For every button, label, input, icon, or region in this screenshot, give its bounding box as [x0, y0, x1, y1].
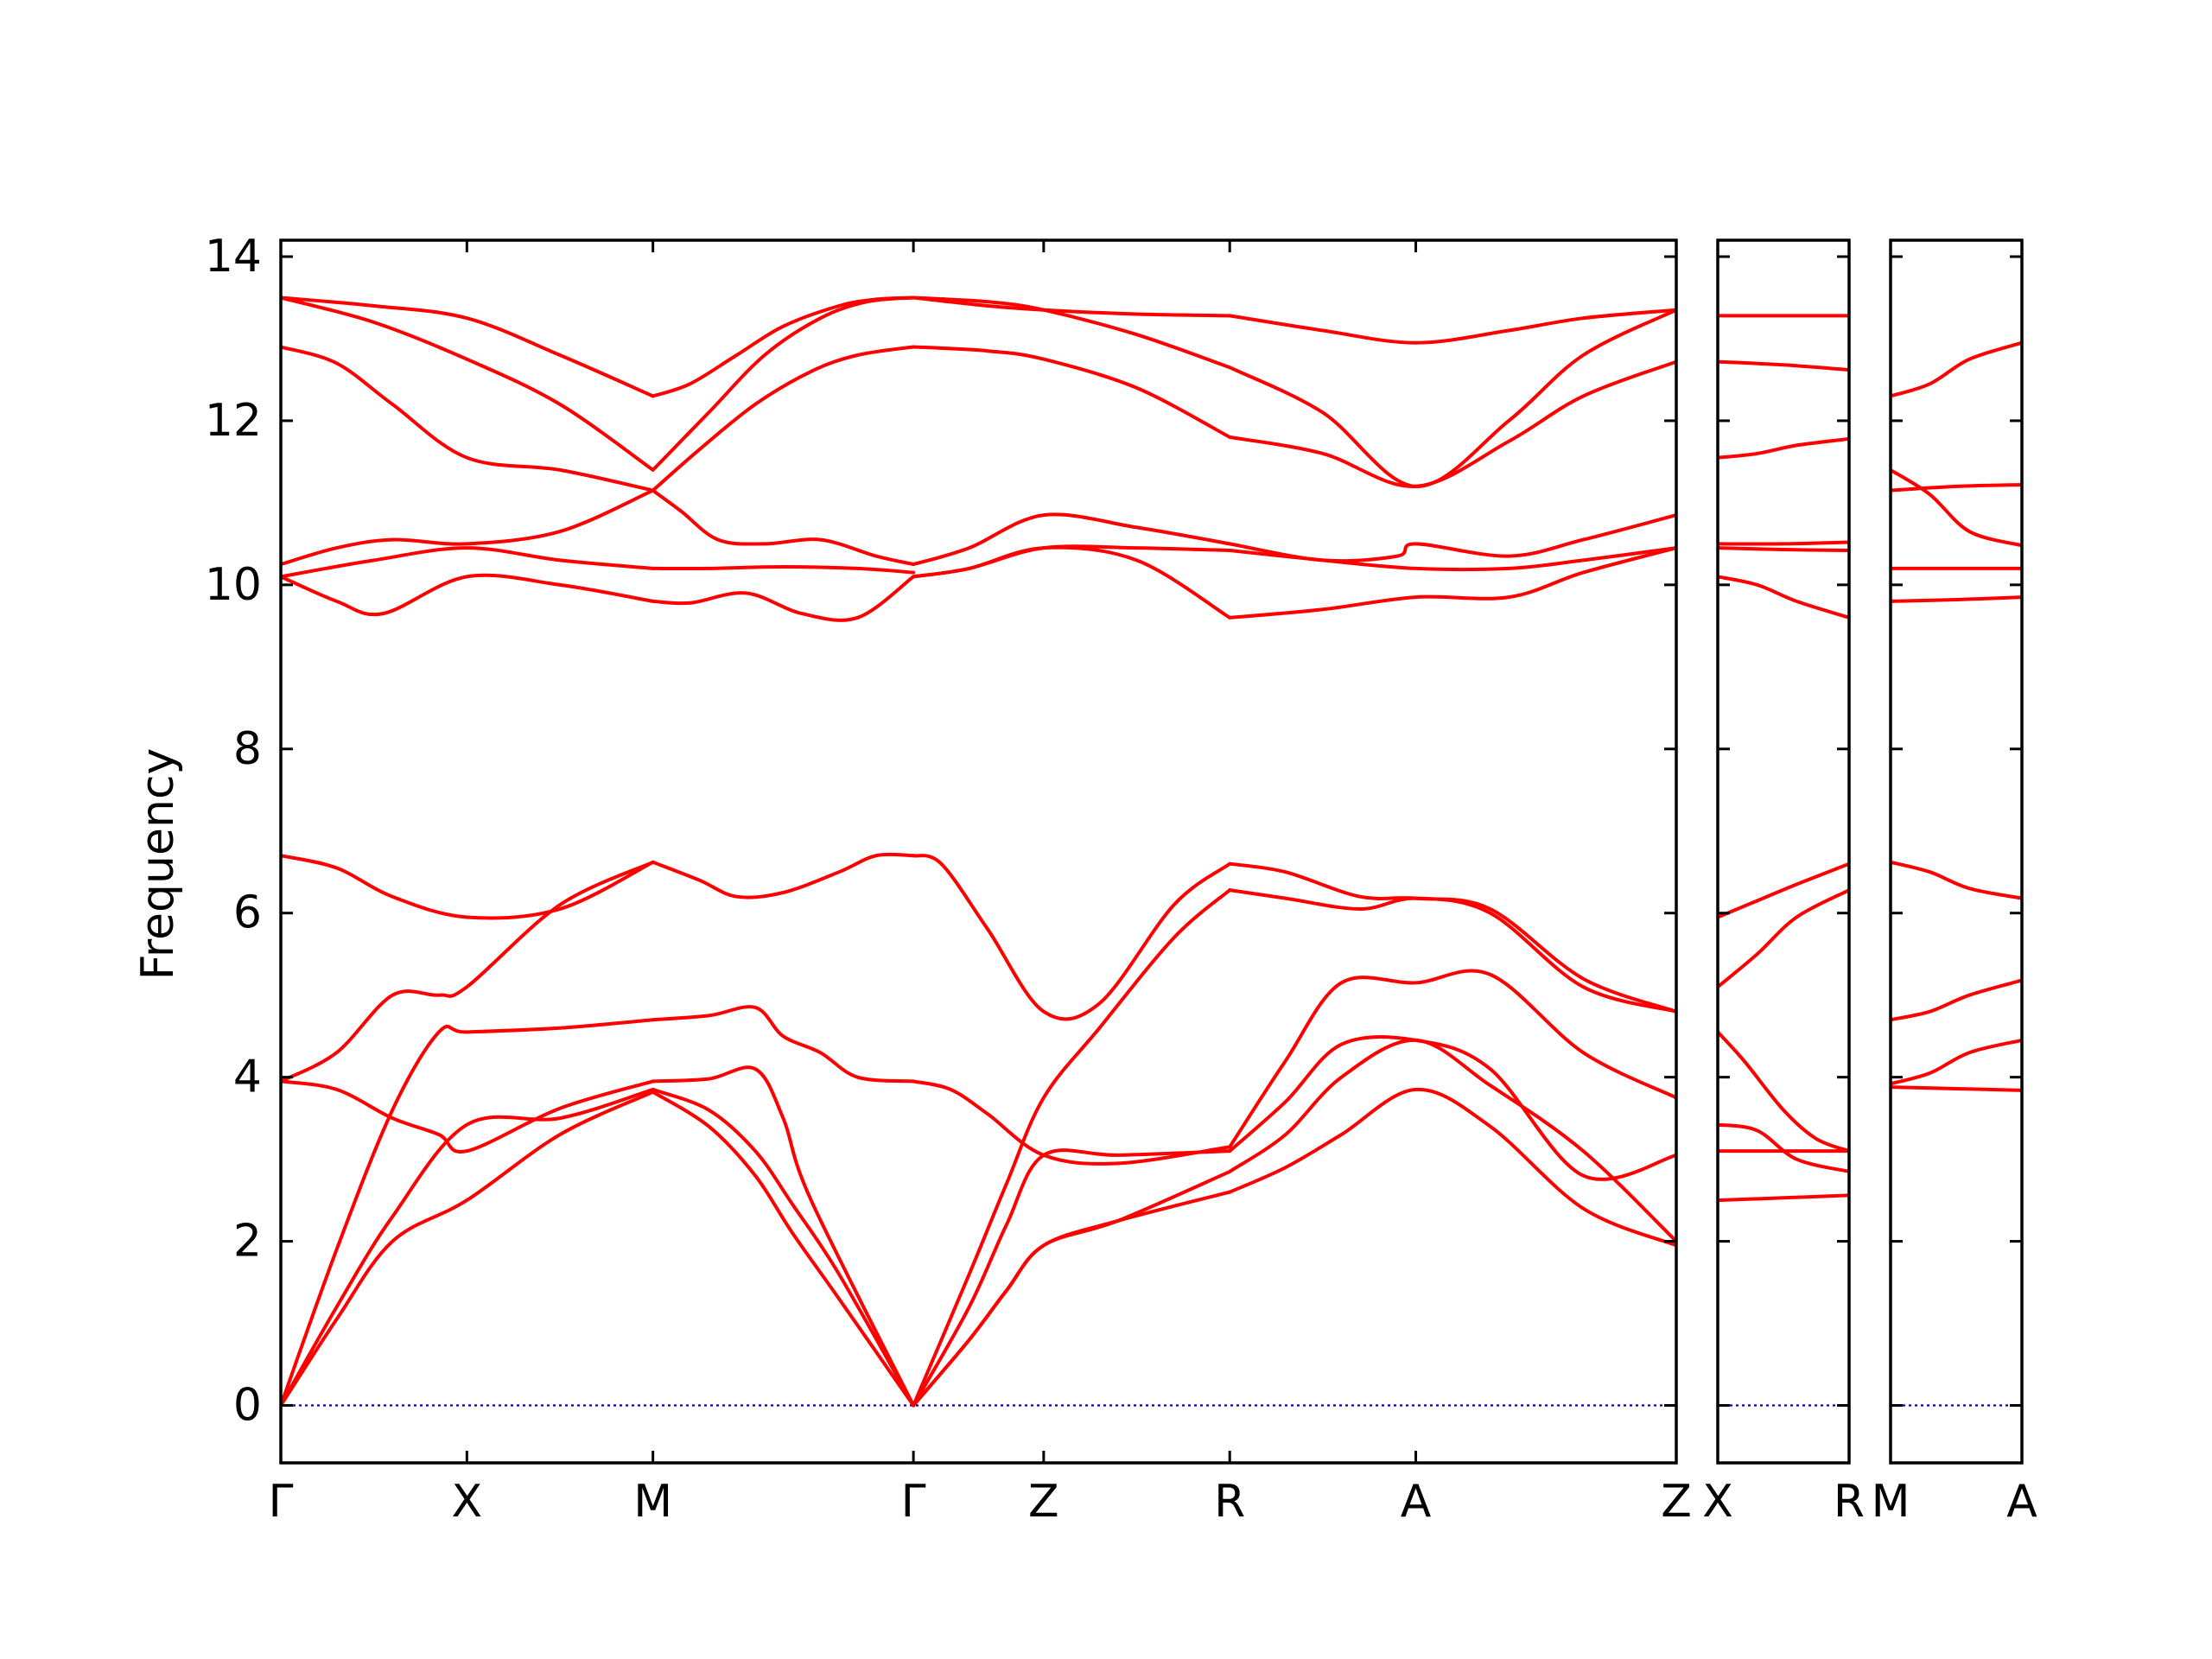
- x-tick-label: X: [1702, 1476, 1733, 1528]
- band-line: [1228, 308, 1676, 345]
- band-line: [912, 1148, 1232, 1408]
- band-line: [651, 1090, 916, 1408]
- band-line: [1718, 436, 1849, 460]
- x-tick-label: R: [1834, 1476, 1865, 1528]
- band-line: [1891, 978, 2022, 1022]
- band-line: [1718, 575, 1849, 620]
- x-tick-label: M: [1872, 1476, 1910, 1528]
- band-line: [281, 488, 655, 567]
- band-line: [1891, 1038, 2022, 1086]
- band-line: [1228, 969, 1676, 1149]
- band-line: [912, 854, 1232, 1021]
- band-line: [1228, 1038, 1676, 1243]
- band-line: [281, 854, 655, 920]
- band-line: [1718, 540, 1849, 546]
- band-line: [912, 1169, 1232, 1408]
- band-line: [281, 1018, 655, 1408]
- band-line: [651, 575, 916, 622]
- band-line: [1718, 888, 1849, 989]
- band-line: [651, 1065, 916, 1408]
- band-line: [912, 544, 1232, 579]
- band-line: [651, 1087, 916, 1408]
- band-line: [1891, 595, 2022, 603]
- band-line: [651, 565, 916, 575]
- band-line: [1228, 513, 1676, 563]
- band-line: [651, 345, 916, 493]
- band-line: [651, 488, 916, 567]
- panel-1: 0 2 4 6 8 10 12 14 Γ X M Γ Z R A Z: [205, 231, 1692, 1528]
- band-line: [281, 546, 655, 579]
- band-line: [281, 345, 655, 493]
- band-line: [1891, 340, 2022, 398]
- x-tick-label: Z: [1028, 1476, 1059, 1528]
- band-line: [1718, 546, 1849, 552]
- band-line: [1228, 861, 1676, 1014]
- band-line: [1718, 359, 1849, 372]
- x-tick-label: A: [1401, 1476, 1432, 1528]
- band-line: [281, 573, 655, 617]
- band-line: [1228, 308, 1676, 488]
- band-line: [1718, 1030, 1849, 1154]
- x-tick-label: R: [1214, 1476, 1245, 1528]
- bands: [281, 296, 1676, 1408]
- y-tick-label: 4: [233, 1052, 262, 1103]
- y-tick-label: 12: [205, 395, 262, 447]
- band-line: [1891, 483, 2022, 493]
- band-line: [1891, 1085, 2022, 1092]
- band-line: [1228, 359, 1676, 488]
- band-line: [1228, 1087, 1676, 1248]
- bands: [1891, 340, 2022, 1092]
- x-tick-label: Γ: [901, 1476, 926, 1528]
- x-tick-label: X: [452, 1476, 483, 1528]
- y-axis-label: Frequency: [132, 748, 184, 981]
- band-line: [912, 545, 1232, 620]
- y-tick-label: 6: [233, 887, 262, 939]
- y-tick-label: 10: [205, 559, 262, 611]
- band-line: [281, 1079, 655, 1154]
- band-line: [1718, 861, 1849, 919]
- bands: [1718, 314, 1849, 1203]
- band-line: [912, 296, 1232, 370]
- band-line: [281, 1087, 655, 1408]
- band-line: [281, 860, 655, 1084]
- y-tick-label: 14: [205, 231, 262, 283]
- band-line: [1718, 1193, 1849, 1203]
- band-line: [281, 296, 655, 472]
- x-tick-label: Z: [1661, 1476, 1692, 1528]
- y-tick-label: 2: [233, 1216, 262, 1268]
- band-line: [651, 1005, 916, 1084]
- panel-frame: [1716, 238, 1851, 1465]
- band-line: [651, 852, 916, 899]
- band-line: [1891, 467, 2022, 548]
- band-line: [651, 296, 916, 398]
- x-tick-label: Γ: [269, 1476, 294, 1528]
- band-line: [1228, 888, 1676, 1014]
- band-line: [1228, 546, 1676, 620]
- band-line: [912, 296, 1232, 318]
- y-tick-label: 0: [233, 1380, 262, 1432]
- band-line: [912, 1079, 1232, 1166]
- panel-frame: [1889, 238, 2024, 1465]
- x-tick-label: M: [633, 1476, 672, 1528]
- band-line: [912, 512, 1232, 567]
- band-line: [912, 345, 1232, 439]
- band-line: [912, 888, 1232, 1408]
- band-line: [1718, 1122, 1849, 1173]
- panel-frame: [279, 238, 1678, 1465]
- y-tick-label: 8: [233, 723, 262, 775]
- band-line: [1891, 860, 2022, 900]
- band-line: [281, 296, 655, 398]
- band-line: [912, 1190, 1232, 1408]
- x-tick-label: A: [2006, 1476, 2037, 1528]
- band-line: [281, 1090, 655, 1408]
- band-line: [1228, 1035, 1676, 1181]
